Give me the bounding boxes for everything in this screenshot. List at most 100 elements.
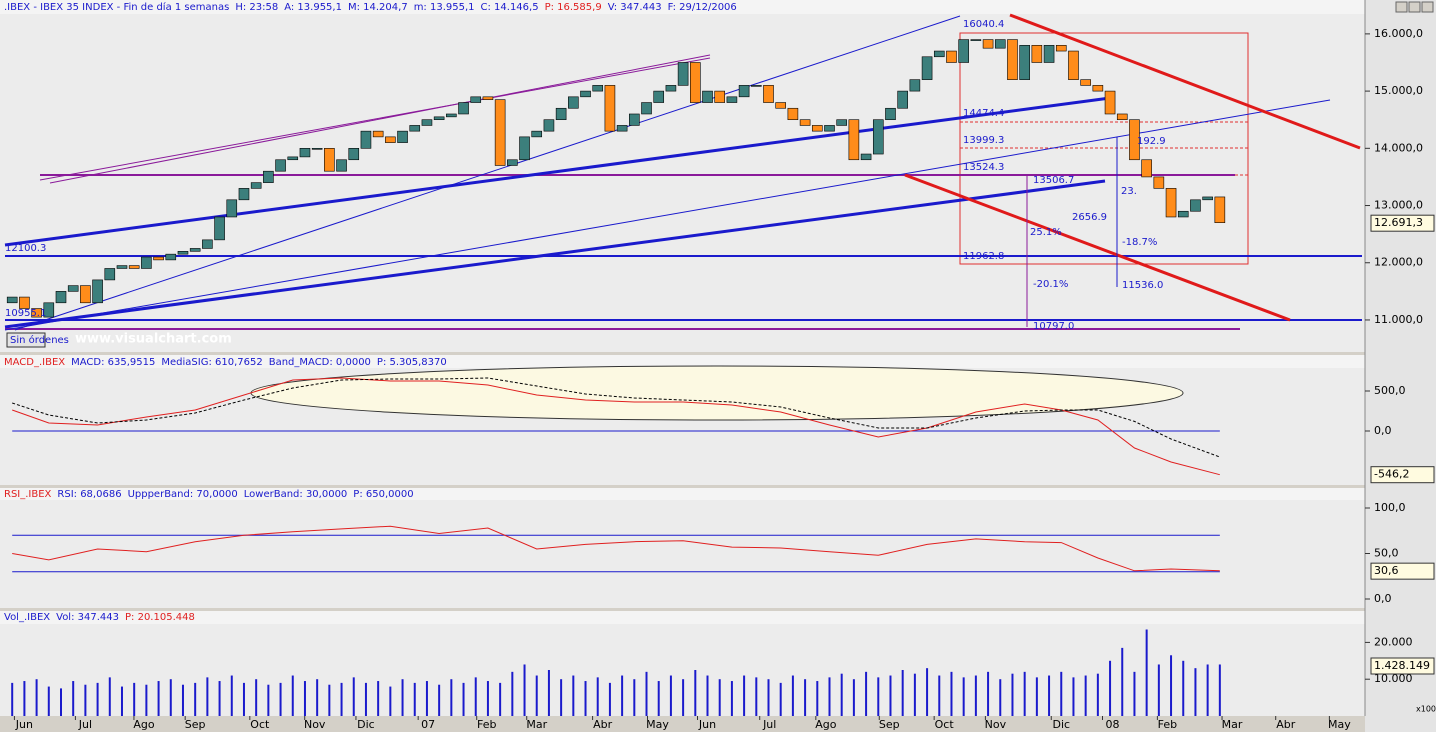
last-value-box bbox=[1370, 657, 1435, 675]
candle-body bbox=[275, 159, 286, 172]
y-tick-label: 0,0 bbox=[1374, 424, 1392, 437]
header-field: P: 16.585,9 bbox=[545, 2, 602, 13]
candle-body bbox=[677, 62, 689, 86]
header-field: MACD: 635,9515 bbox=[71, 357, 155, 368]
annotation: 14474.4 bbox=[963, 108, 1004, 119]
x-tick-label: Jun bbox=[15, 718, 33, 731]
order-button[interactable] bbox=[6, 332, 46, 348]
trend-line bbox=[904, 173, 1291, 322]
candle-body bbox=[311, 148, 323, 150]
header-strip bbox=[0, 0, 1365, 14]
y-tick-label: 15.000,0 bbox=[1374, 84, 1423, 97]
y-tick-label: 12.000,0 bbox=[1374, 256, 1423, 269]
x-tick-label: Feb bbox=[477, 718, 496, 731]
order-button-label[interactable]: Sin órdenes bbox=[10, 334, 69, 346]
minimize-button[interactable] bbox=[1395, 1, 1408, 13]
x-tick-label: Ago bbox=[133, 718, 155, 731]
candle-body bbox=[6, 296, 18, 304]
candle-body bbox=[238, 188, 250, 201]
candle-body bbox=[1202, 196, 1213, 201]
header-strip bbox=[0, 488, 1365, 500]
x-tick-label: Sep bbox=[879, 718, 900, 731]
candle-body bbox=[1177, 210, 1189, 218]
candle-body bbox=[494, 99, 506, 166]
annotation: 10955.1 bbox=[5, 308, 46, 319]
x-tick-label: May bbox=[1328, 718, 1351, 731]
candle-body bbox=[665, 85, 677, 92]
header-field: Vol: 347.443 bbox=[56, 612, 119, 623]
candle-body bbox=[738, 85, 750, 98]
axis-area bbox=[1365, 0, 1436, 732]
x-tick-label: Abr bbox=[1276, 718, 1296, 731]
candle-body bbox=[909, 79, 921, 92]
candle-body bbox=[421, 119, 433, 126]
candle-body bbox=[690, 62, 701, 103]
candle-body bbox=[970, 39, 982, 41]
header-field: Vol_.IBEX bbox=[4, 612, 50, 623]
candle-body bbox=[189, 248, 201, 252]
series-line bbox=[12, 377, 1220, 458]
maximize-button[interactable] bbox=[1408, 1, 1421, 13]
candle-body bbox=[1092, 85, 1104, 92]
trend-line bbox=[4, 99, 1331, 331]
annotation: 11962.8 bbox=[963, 251, 1004, 262]
header-field: A: 13.955,1 bbox=[284, 2, 342, 13]
candle-body bbox=[702, 90, 713, 103]
candle-body bbox=[897, 90, 908, 109]
header-strip bbox=[0, 355, 1365, 368]
header-field: LowerBand: 30,0000 bbox=[244, 489, 348, 500]
candle-body bbox=[372, 130, 384, 138]
x-tick-label: Oct bbox=[935, 718, 955, 731]
header-field: MediaSIG: 610,7652 bbox=[161, 357, 262, 368]
candle-body bbox=[153, 256, 164, 261]
annotation: -20.1% bbox=[1033, 279, 1068, 290]
candle-body bbox=[287, 156, 299, 161]
candle-body bbox=[933, 50, 945, 58]
annotation: 23. bbox=[1121, 186, 1137, 197]
candle-body bbox=[1080, 79, 1091, 86]
x-tick-label: Jul bbox=[78, 718, 92, 731]
annotation: -18.7% bbox=[1122, 237, 1157, 248]
x-tick-label: Sep bbox=[185, 718, 206, 731]
candle-body bbox=[141, 256, 152, 269]
candle-body bbox=[726, 96, 738, 103]
header-field: Band_MACD: 0,0000 bbox=[269, 357, 371, 368]
y-tick-label: 10.000 bbox=[1374, 672, 1413, 685]
series-line bbox=[12, 525, 1220, 572]
trend-line bbox=[1009, 13, 1361, 150]
candle-body bbox=[848, 119, 860, 161]
scale-note: x100 bbox=[1416, 705, 1436, 714]
candle-body bbox=[994, 39, 1006, 49]
candle-body bbox=[1129, 119, 1140, 161]
annotation: 13999.3 bbox=[963, 135, 1004, 146]
header-field: F: 29/12/2006 bbox=[668, 2, 737, 13]
candle-body bbox=[31, 308, 42, 318]
candle-body bbox=[458, 102, 469, 115]
header-field: P: 5.305,8370 bbox=[377, 357, 447, 368]
annotation: 25.1% bbox=[1030, 227, 1062, 238]
x-tick-label: 07 bbox=[421, 718, 435, 731]
y-tick-label: 0,0 bbox=[1374, 592, 1392, 605]
candle-body bbox=[982, 39, 994, 49]
last-value-label: 12.691,3 bbox=[1374, 216, 1423, 229]
last-value-box bbox=[1370, 466, 1435, 484]
close-button[interactable] bbox=[1421, 1, 1434, 13]
candle-body bbox=[872, 119, 884, 155]
candle-body bbox=[836, 119, 847, 126]
candle-body bbox=[226, 199, 238, 218]
drawings bbox=[4, 13, 1362, 421]
header-field: P: 650,0000 bbox=[353, 489, 413, 500]
y-tick-label: 500,0 bbox=[1374, 384, 1406, 397]
window-buttons[interactable] bbox=[1395, 1, 1434, 13]
candle-body bbox=[348, 148, 360, 161]
header-field: C: 14.146,5 bbox=[481, 2, 539, 13]
candle-body bbox=[1007, 39, 1018, 80]
annotation: 13524.3 bbox=[963, 162, 1004, 173]
series-line bbox=[12, 377, 1220, 476]
candle-body bbox=[531, 130, 543, 138]
candle-body bbox=[653, 90, 665, 103]
candle-body bbox=[958, 39, 969, 63]
candle-body bbox=[775, 102, 786, 109]
candle-body bbox=[67, 285, 79, 292]
